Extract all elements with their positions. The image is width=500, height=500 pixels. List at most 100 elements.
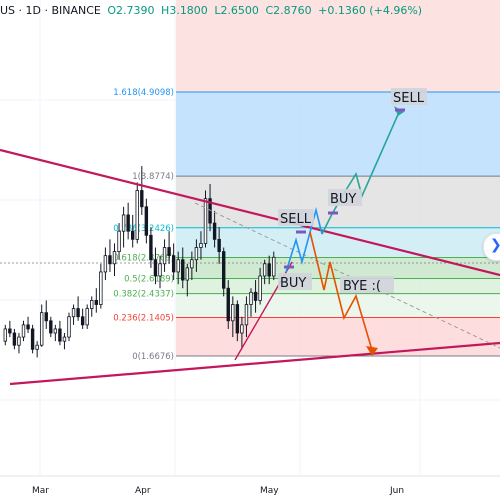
candle — [226, 280, 230, 329]
candle — [130, 214, 135, 248]
ohlc-open: O2.7390 — [107, 4, 155, 17]
candle — [108, 239, 112, 272]
candle — [80, 308, 85, 329]
fib-retracement-zones — [176, 0, 500, 356]
candle — [99, 263, 103, 309]
ohlc-change: +0.1360 (+4.96%) — [318, 4, 423, 17]
candle — [44, 300, 48, 329]
candle — [21, 320, 26, 342]
candle — [185, 263, 189, 297]
orange-projection-path[interactable] — [309, 231, 373, 351]
candle — [240, 316, 244, 350]
fib-label-0-236: 0.236(2.1405) — [113, 313, 174, 323]
descending-trendline[interactable] — [0, 148, 500, 277]
candle — [194, 239, 199, 272]
candle — [181, 247, 185, 289]
candle — [40, 304, 44, 347]
candle — [121, 206, 126, 248]
candle — [212, 210, 217, 248]
candle — [253, 280, 258, 313]
fib-zone-0-236 — [176, 317, 500, 356]
x-axis: Mar Apr May Jun — [32, 486, 404, 496]
candle — [67, 312, 71, 342]
annotation-sell-mid-label: SELL — [280, 212, 312, 227]
candle — [85, 304, 89, 329]
ohlc-high: H3.1800 — [161, 4, 208, 17]
fib-label-0-382: 0.382(2.4337) — [113, 290, 174, 300]
fib-label-1-618: 1.618(4.9098) — [113, 88, 174, 98]
fib-label-0-5: 0.5(2.6189) — [124, 275, 174, 285]
candle — [203, 190, 208, 248]
annotation-bye[interactable]: BYE :( — [340, 276, 394, 294]
candle — [3, 324, 7, 346]
candle — [258, 267, 262, 305]
annotation-sell-mid[interactable]: SELL — [278, 209, 314, 227]
candle — [140, 166, 144, 215]
candle — [58, 320, 62, 346]
teal-projection-path[interactable] — [321, 109, 401, 235]
candle — [53, 324, 58, 342]
candle — [71, 304, 76, 325]
candle — [231, 296, 235, 338]
candle — [26, 316, 30, 334]
candle — [94, 288, 98, 313]
fib-label-0-786: 0.786(3.2426) — [113, 224, 174, 234]
candle — [153, 247, 158, 285]
x-tick-label: Jun — [389, 486, 404, 496]
fib-zone-1-618 — [176, 92, 500, 177]
fib-zone-0-5 — [176, 278, 500, 294]
orange-arrowhead — [366, 346, 378, 356]
candle — [262, 259, 267, 285]
candle — [117, 223, 121, 260]
annotation-buy-lower-label: BUY — [280, 276, 306, 291]
annotation-buy-upper[interactable]: BUY — [328, 189, 362, 207]
scroll-to-realtime-button[interactable]: ❯ — [483, 233, 500, 261]
candle — [162, 239, 167, 272]
candle — [244, 296, 249, 338]
candle — [267, 255, 271, 285]
candle — [217, 227, 221, 264]
annotation-sell-top-label: SELL — [393, 91, 425, 106]
candle — [158, 255, 162, 289]
symbol-title[interactable]: US · 1D · BINANCE — [0, 4, 101, 17]
candle — [176, 251, 180, 285]
candle — [30, 324, 35, 354]
candle — [112, 243, 117, 277]
x-tick-label: Mar — [32, 486, 49, 496]
candle — [135, 182, 139, 244]
candle — [12, 328, 17, 350]
candle — [144, 198, 149, 244]
candle — [90, 296, 94, 317]
symbol-header: US · 1D · BINANCE O2.7390 H3.1800 L2.650… — [0, 4, 425, 24]
candle — [62, 333, 67, 350]
chevron-right-icon: ❯ — [490, 237, 500, 253]
candle — [272, 251, 276, 281]
candle — [208, 183, 212, 232]
candle — [49, 316, 53, 338]
fib-label-1: 1(3.8774) — [132, 172, 174, 182]
candle — [171, 243, 176, 281]
fib-label-0-618: 0.618(2.8769) — [113, 254, 174, 264]
ascending-trendline[interactable] — [9, 341, 500, 386]
candle — [149, 227, 153, 268]
candle — [167, 231, 171, 264]
blue-projection-path[interactable] — [285, 206, 323, 273]
annotation-sell-top[interactable]: SELL — [391, 88, 427, 106]
annotation-bye-label: BYE :( — [343, 279, 381, 294]
candle — [199, 231, 203, 260]
annotation-buy-upper-label: BUY — [330, 192, 356, 207]
dashed-projection-line[interactable] — [194, 202, 500, 349]
fib-zone-above-1618 — [176, 0, 500, 92]
candle — [35, 341, 39, 358]
candle — [126, 202, 130, 240]
candle — [103, 247, 108, 281]
ohlc-low: L2.6500 — [214, 4, 259, 17]
fib-retracement-labels: 1.618(4.9098) 1(3.8774) 0.786(3.2426) 0.618… — [113, 88, 500, 362]
x-tick-label: Apr — [135, 486, 151, 496]
candle — [235, 300, 240, 342]
candle — [190, 251, 194, 281]
candle — [249, 288, 253, 317]
fib-label-0: 0(1.6676) — [132, 352, 174, 362]
annotation-buy-lower[interactable]: BUY — [278, 273, 312, 291]
